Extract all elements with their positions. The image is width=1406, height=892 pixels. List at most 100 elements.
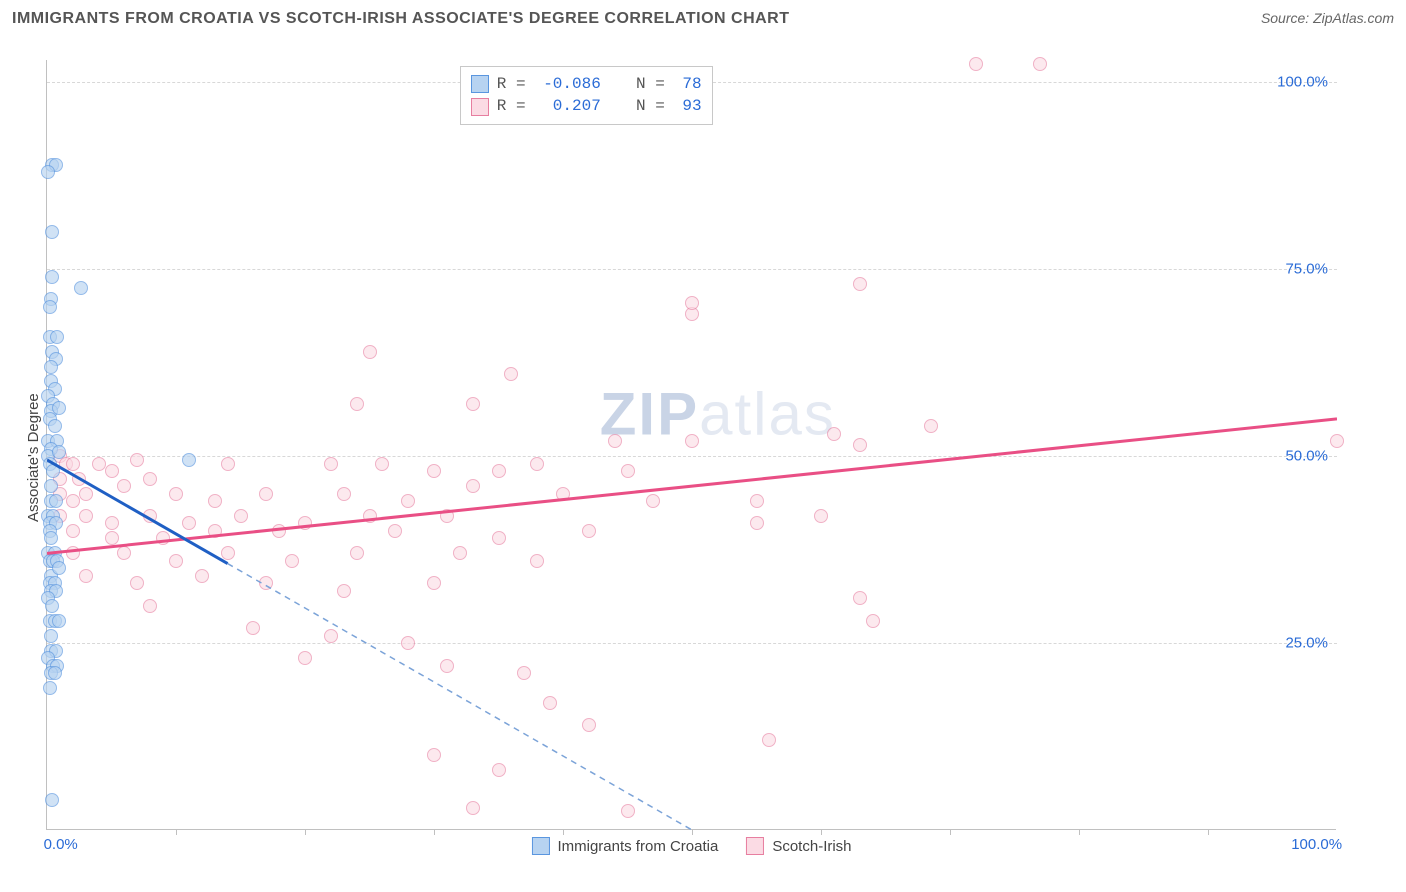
scatter-point-pink bbox=[208, 524, 222, 538]
scatter-point-blue bbox=[43, 516, 57, 530]
scatter-point-blue bbox=[46, 554, 60, 568]
scatter-point-pink bbox=[105, 464, 119, 478]
scatter-point-pink bbox=[259, 576, 273, 590]
scatter-point-blue bbox=[41, 591, 55, 605]
scatter-point-pink bbox=[427, 576, 441, 590]
legend-swatch-blue-icon bbox=[531, 837, 549, 855]
xtick-minor bbox=[1208, 829, 1209, 835]
source-attribution: Source: ZipAtlas.com bbox=[1261, 10, 1394, 26]
scatter-point-pink bbox=[1033, 57, 1047, 71]
scatter-point-blue bbox=[50, 659, 64, 673]
scatter-point-blue bbox=[52, 445, 66, 459]
scatter-point-blue bbox=[45, 599, 59, 613]
scatter-point-pink bbox=[298, 516, 312, 530]
scatter-point-pink bbox=[582, 524, 596, 538]
scatter-point-blue bbox=[44, 292, 58, 306]
scatter-point-pink bbox=[504, 367, 518, 381]
scatter-point-blue bbox=[44, 374, 58, 388]
scatter-point-pink bbox=[195, 569, 209, 583]
scatter-point-blue bbox=[44, 531, 58, 545]
scatter-point-pink bbox=[337, 584, 351, 598]
scatter-point-pink bbox=[762, 733, 776, 747]
legend-label: Scotch-Irish bbox=[772, 838, 851, 855]
scatter-point-blue bbox=[44, 479, 58, 493]
n-value: 93 bbox=[682, 95, 701, 117]
scatter-point-pink bbox=[208, 494, 222, 508]
scatter-point-blue bbox=[41, 389, 55, 403]
scatter-point-blue bbox=[43, 412, 57, 426]
scatter-point-pink bbox=[621, 464, 635, 478]
scatter-point-pink bbox=[105, 516, 119, 530]
scatter-point-blue bbox=[49, 158, 63, 172]
scatter-point-pink bbox=[517, 666, 531, 680]
scatter-point-pink bbox=[117, 479, 131, 493]
scatter-point-pink bbox=[130, 576, 144, 590]
scatter-point-blue bbox=[43, 330, 57, 344]
watermark: ZIPatlas bbox=[600, 380, 836, 449]
scatter-point-blue bbox=[49, 584, 63, 598]
scatter-point-pink bbox=[427, 748, 441, 762]
legend-label: Immigrants from Croatia bbox=[557, 838, 718, 855]
scatter-point-pink bbox=[440, 659, 454, 673]
scatter-point-blue bbox=[48, 546, 62, 560]
scatter-point-pink bbox=[66, 546, 80, 560]
scatter-point-blue bbox=[41, 434, 55, 448]
scatter-point-pink bbox=[117, 546, 131, 560]
scatter-point-blue bbox=[52, 561, 66, 575]
gridline-y bbox=[47, 643, 1337, 644]
scatter-point-blue bbox=[44, 644, 58, 658]
scatter-point-pink bbox=[375, 457, 389, 471]
scatter-point-blue bbox=[50, 330, 64, 344]
scatter-point-pink bbox=[608, 434, 622, 448]
scatter-point-pink bbox=[246, 621, 260, 635]
xtick-minor bbox=[692, 829, 693, 835]
scatter-point-pink bbox=[324, 457, 338, 471]
scatter-point-pink bbox=[1330, 434, 1344, 448]
scatter-point-blue bbox=[50, 434, 64, 448]
scatter-point-blue bbox=[41, 165, 55, 179]
scatter-point-blue bbox=[48, 576, 62, 590]
scatter-point-pink bbox=[969, 57, 983, 71]
scatter-point-pink bbox=[156, 531, 170, 545]
scatter-point-pink bbox=[853, 277, 867, 291]
scatter-point-pink bbox=[814, 509, 828, 523]
xtick-label: 100.0% bbox=[1291, 836, 1342, 853]
r-value: 0.207 bbox=[543, 95, 601, 117]
scatter-point-blue bbox=[48, 419, 62, 433]
scatter-point-blue bbox=[45, 225, 59, 239]
swatch-pink-icon bbox=[471, 98, 489, 116]
scatter-point-pink bbox=[79, 487, 93, 501]
scatter-point-pink bbox=[324, 629, 338, 643]
scatter-point-pink bbox=[105, 531, 119, 545]
scatter-chart: 25.0%50.0%75.0%100.0%0.0%100.0%Associate… bbox=[46, 60, 1336, 830]
xtick-minor bbox=[1079, 829, 1080, 835]
scatter-point-pink bbox=[363, 509, 377, 523]
scatter-point-pink bbox=[440, 509, 454, 523]
scatter-point-blue bbox=[48, 382, 62, 396]
scatter-point-blue bbox=[41, 546, 55, 560]
scatter-point-blue bbox=[49, 644, 63, 658]
scatter-point-pink bbox=[427, 464, 441, 478]
scatter-point-pink bbox=[453, 546, 467, 560]
scatter-point-pink bbox=[79, 509, 93, 523]
scatter-point-blue bbox=[52, 401, 66, 415]
scatter-point-blue bbox=[44, 584, 58, 598]
scatter-point-pink bbox=[221, 546, 235, 560]
scatter-point-pink bbox=[143, 599, 157, 613]
scatter-point-pink bbox=[92, 457, 106, 471]
scatter-point-pink bbox=[169, 487, 183, 501]
scatter-point-pink bbox=[466, 397, 480, 411]
n-value: 78 bbox=[682, 73, 701, 95]
scatter-point-pink bbox=[272, 524, 286, 538]
xtick-minor bbox=[821, 829, 822, 835]
r-value: -0.086 bbox=[543, 73, 601, 95]
xtick-label: 0.0% bbox=[44, 836, 78, 853]
scatter-point-pink bbox=[53, 509, 67, 523]
scatter-point-pink bbox=[66, 457, 80, 471]
scatter-point-blue bbox=[45, 270, 59, 284]
chart-title: IMMIGRANTS FROM CROATIA VS SCOTCH-IRISH … bbox=[12, 10, 790, 27]
stats-row-blue: R = -0.086 N = 78 bbox=[471, 73, 702, 95]
scatter-point-pink bbox=[853, 438, 867, 452]
scatter-point-blue bbox=[45, 793, 59, 807]
scatter-point-pink bbox=[130, 453, 144, 467]
